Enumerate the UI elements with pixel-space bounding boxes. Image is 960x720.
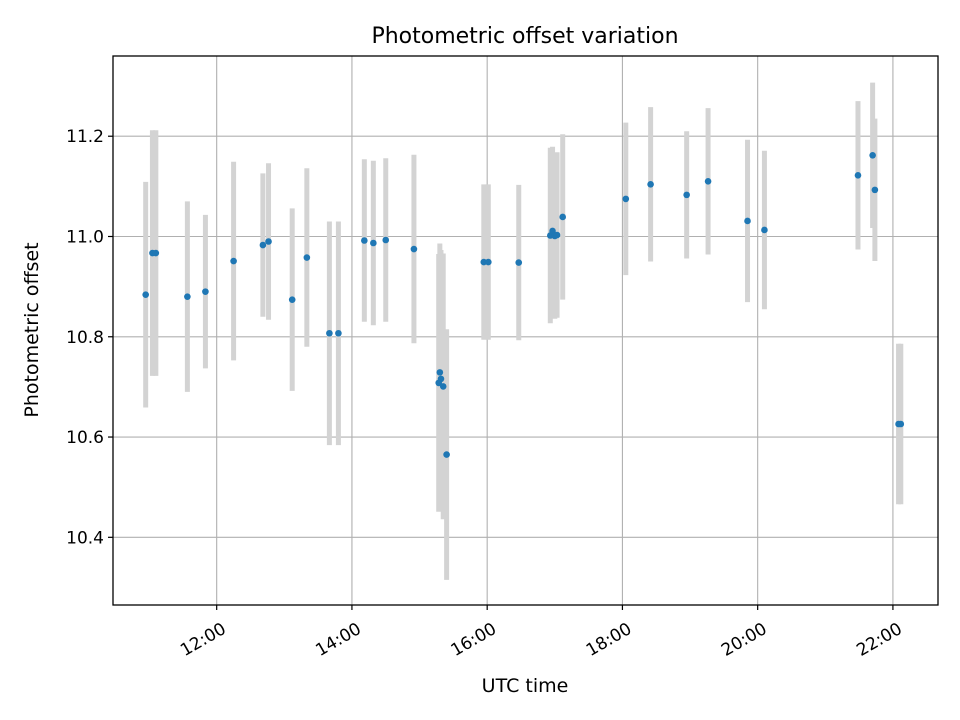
data-point xyxy=(683,191,690,199)
y-axis-label: Photometric offset xyxy=(21,242,43,417)
data-point xyxy=(382,236,390,244)
data-point xyxy=(854,172,862,179)
data-point xyxy=(361,237,368,244)
error-bars xyxy=(143,82,904,580)
x-tick-label: 14:00 xyxy=(312,619,364,661)
data-point xyxy=(436,369,444,376)
grid-lines xyxy=(113,56,938,605)
data-point xyxy=(480,258,488,266)
data-point xyxy=(335,329,342,337)
y-tick-label: 11.0 xyxy=(66,227,104,247)
data-point xyxy=(869,151,876,159)
data-point xyxy=(184,293,191,300)
data-point xyxy=(744,217,751,225)
x-tick-label: 22:00 xyxy=(853,619,905,661)
data-point xyxy=(303,254,311,261)
data-points xyxy=(142,151,905,458)
data-point xyxy=(515,259,523,266)
data-point xyxy=(553,231,561,239)
data-point xyxy=(142,291,149,298)
data-point xyxy=(410,245,418,253)
data-point xyxy=(443,451,450,458)
data-point xyxy=(761,226,768,234)
x-axis-ticks: 12:00 14:00 16:00 18:00 20:00 22:00 xyxy=(177,605,906,661)
data-point xyxy=(704,178,712,185)
data-point xyxy=(559,213,566,221)
data-point xyxy=(152,249,160,257)
y-axis-ticks: 10.4 10.6 10.8 11.0 11.2 xyxy=(66,127,113,548)
chart-title: Photometric offset variation xyxy=(371,24,678,49)
data-point xyxy=(288,296,296,303)
data-point xyxy=(265,238,272,245)
x-tick-label: 18:00 xyxy=(583,619,635,661)
data-point xyxy=(485,258,492,266)
data-point xyxy=(437,375,445,383)
data-point xyxy=(230,257,237,265)
data-point xyxy=(259,241,267,249)
data-point xyxy=(326,329,333,337)
data-point xyxy=(439,383,447,390)
x-tick-label: 16:00 xyxy=(448,619,500,661)
data-point xyxy=(871,186,879,194)
y-tick-label: 11.2 xyxy=(66,127,104,147)
data-point xyxy=(202,288,209,295)
y-tick-label: 10.6 xyxy=(66,428,104,448)
x-tick-label: 20:00 xyxy=(718,619,770,661)
data-point xyxy=(647,181,654,188)
y-tick-label: 10.8 xyxy=(66,328,104,348)
plot-frame xyxy=(112,55,939,606)
data-point xyxy=(549,227,556,235)
data-point xyxy=(622,195,630,203)
y-tick-label: 10.4 xyxy=(66,528,104,548)
data-point xyxy=(897,420,905,428)
data-point xyxy=(370,239,377,247)
x-tick-label: 12:00 xyxy=(177,619,229,661)
x-axis-label: UTC time xyxy=(482,675,569,697)
